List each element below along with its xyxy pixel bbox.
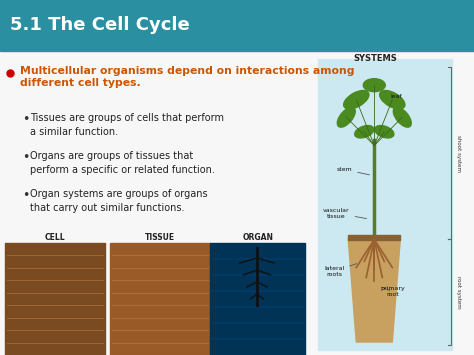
Text: Organs are groups of tissues that
perform a specific or related function.: Organs are groups of tissues that perfor… (30, 151, 215, 175)
Text: Multicellular organisms depend on interactions among: Multicellular organisms depend on intera… (20, 66, 355, 76)
Text: shoot system: shoot system (456, 135, 461, 172)
Bar (210, 243, 305, 355)
Text: vascular
tissue: vascular tissue (323, 208, 366, 219)
Ellipse shape (374, 126, 394, 138)
Text: •: • (22, 151, 29, 164)
Text: different cell types.: different cell types. (20, 78, 141, 88)
Bar (5, 243, 105, 355)
Text: 5.1 The Cell Cycle: 5.1 The Cell Cycle (10, 16, 190, 34)
Text: Organ systems are groups of organs
that carry out similar functions.: Organ systems are groups of organs that … (30, 189, 208, 213)
Text: lateral
roots: lateral roots (324, 264, 356, 277)
Bar (110, 243, 210, 355)
Text: TISSUE: TISSUE (145, 233, 175, 242)
Text: root system: root system (456, 276, 461, 308)
Text: ORGAN: ORGAN (243, 233, 273, 242)
Ellipse shape (380, 91, 405, 109)
Text: stem: stem (337, 167, 370, 175)
Text: CELL: CELL (45, 233, 65, 242)
Text: leaf: leaf (385, 92, 402, 99)
Polygon shape (348, 239, 400, 342)
Bar (0, 51, 474, 355)
Text: SYSTEMS: SYSTEMS (353, 54, 397, 63)
Bar (0, 0, 474, 51)
Text: •: • (22, 113, 29, 126)
Ellipse shape (393, 107, 411, 127)
Ellipse shape (344, 91, 369, 109)
Bar (318, 59, 452, 350)
Text: primary
root: primary root (380, 286, 405, 297)
Ellipse shape (355, 126, 374, 138)
Text: •: • (22, 189, 29, 202)
Bar (348, 235, 400, 240)
Text: Tissues are groups of cells that perform
a similar function.: Tissues are groups of cells that perform… (30, 113, 224, 137)
Ellipse shape (337, 107, 355, 127)
Ellipse shape (363, 79, 385, 92)
